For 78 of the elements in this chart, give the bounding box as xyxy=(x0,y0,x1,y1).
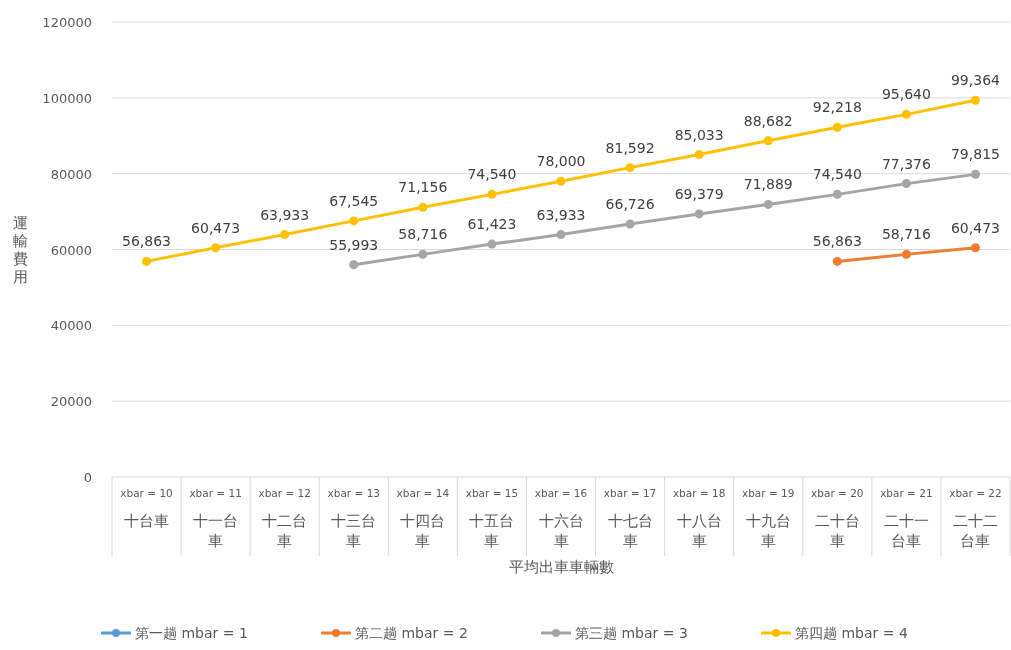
y-tick-label: 60000 xyxy=(50,242,92,258)
data-label: 67,545 xyxy=(329,192,379,209)
data-label: 79,815 xyxy=(950,146,1000,163)
point xyxy=(901,109,911,119)
category-label: xbar = 19 十九台車 xyxy=(742,487,795,550)
data-label: 55,993 xyxy=(329,236,379,253)
point xyxy=(970,169,980,179)
data-label: 74,540 xyxy=(812,166,862,183)
y-tick-label: 40000 xyxy=(50,318,92,334)
data-label: 99,364 xyxy=(950,72,1001,89)
point xyxy=(901,179,911,189)
data-label: 61,423 xyxy=(467,216,517,233)
data-label: 63,933 xyxy=(536,206,586,223)
point xyxy=(832,122,842,132)
data-label: 88,682 xyxy=(743,112,793,129)
point xyxy=(625,219,635,229)
category-label: xbar = 11 十一台車 xyxy=(189,487,242,550)
category-label: xbar = 22 二十二台車 xyxy=(949,487,1002,550)
point xyxy=(349,260,359,270)
legend-label: 第四趟 mbar = 4 xyxy=(795,625,908,641)
point xyxy=(625,163,635,173)
data-label: 56,863 xyxy=(812,233,862,250)
data-label: 81,592 xyxy=(605,139,655,156)
point xyxy=(556,230,566,240)
point xyxy=(970,243,980,253)
legend-label: 第一趟 mbar = 1 xyxy=(135,625,248,641)
point xyxy=(694,209,704,219)
point xyxy=(487,189,497,199)
point xyxy=(418,202,428,212)
category-label: xbar = 17 十七台車 xyxy=(603,487,657,550)
point xyxy=(832,189,842,199)
data-label: 85,033 xyxy=(674,126,724,143)
y-axis-title: 運輸費用 xyxy=(12,213,28,286)
point xyxy=(832,256,842,266)
category-label: xbar = 20 二十台車 xyxy=(811,487,864,550)
category-label: xbar = 14 十四台車 xyxy=(396,487,450,550)
data-label: 56,863 xyxy=(122,233,172,250)
point xyxy=(487,239,497,249)
y-tick-label: 120000 xyxy=(42,15,92,30)
category-label: xbar = 16 十六台車 xyxy=(534,487,588,550)
y-tick-label: 20000 xyxy=(50,394,92,410)
data-label: 71,156 xyxy=(398,179,448,196)
point xyxy=(280,230,290,240)
data-label: 78,000 xyxy=(536,153,586,170)
category-label: xbar = 15 十五台車 xyxy=(465,487,519,550)
data-label: 60,473 xyxy=(950,219,1000,236)
point xyxy=(763,199,773,209)
data-label: 69,379 xyxy=(674,185,724,202)
point xyxy=(349,216,359,226)
category-label: xbar = 12 十二台車 xyxy=(258,487,311,550)
data-label: 63,933 xyxy=(260,206,310,223)
y-tick-label: 100000 xyxy=(42,90,92,106)
category-label: xbar = 18 十八台車 xyxy=(672,487,726,550)
y-tick-label: 80000 xyxy=(50,166,92,182)
data-label: 60,473 xyxy=(191,219,241,236)
data-label: 66,726 xyxy=(605,196,655,212)
category-label: xbar = 13 十三台車 xyxy=(327,487,380,550)
point xyxy=(142,256,152,266)
data-label: 58,716 xyxy=(398,226,448,243)
category-label: xbar = 21 二十一台車 xyxy=(880,487,933,550)
data-label: 71,889 xyxy=(743,176,793,193)
point xyxy=(970,95,980,105)
data-label: 77,376 xyxy=(881,155,931,172)
data-label: 74,540 xyxy=(467,166,517,183)
data-label: 92,218 xyxy=(812,99,862,116)
legend-label: 第三趟 mbar = 3 xyxy=(575,625,688,641)
category-label: xbar = 10 十台車 xyxy=(120,487,173,530)
point xyxy=(763,136,773,146)
point xyxy=(211,243,221,253)
data-label: 58,716 xyxy=(881,226,931,243)
x-axis-title: 平均出車車輛數 xyxy=(508,558,614,576)
point xyxy=(694,150,704,160)
point xyxy=(556,176,566,186)
point xyxy=(418,249,428,259)
data-label: 95,640 xyxy=(881,86,931,103)
y-tick-label: 0 xyxy=(83,470,92,485)
point xyxy=(901,249,911,259)
legend-label: 第二趟 mbar = 2 xyxy=(355,625,468,641)
